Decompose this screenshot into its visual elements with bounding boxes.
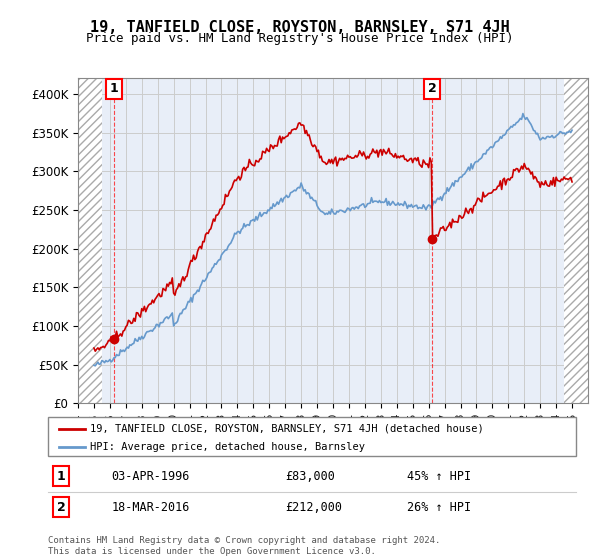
- Text: 2: 2: [57, 501, 65, 514]
- FancyBboxPatch shape: [48, 417, 576, 456]
- Text: £83,000: £83,000: [286, 470, 335, 483]
- Text: 19, TANFIELD CLOSE, ROYSTON, BARNSLEY, S71 4JH: 19, TANFIELD CLOSE, ROYSTON, BARNSLEY, S…: [90, 20, 510, 35]
- Text: 2: 2: [428, 82, 436, 95]
- Text: Price paid vs. HM Land Registry's House Price Index (HPI): Price paid vs. HM Land Registry's House …: [86, 32, 514, 45]
- Text: 19, TANFIELD CLOSE, ROYSTON, BARNSLEY, S71 4JH (detached house): 19, TANFIELD CLOSE, ROYSTON, BARNSLEY, S…: [90, 424, 484, 434]
- Text: 03-APR-1996: 03-APR-1996: [112, 470, 190, 483]
- Text: 26% ↑ HPI: 26% ↑ HPI: [407, 501, 471, 514]
- Bar: [78, 78, 102, 403]
- Bar: [564, 78, 588, 403]
- Text: HPI: Average price, detached house, Barnsley: HPI: Average price, detached house, Barn…: [90, 442, 365, 451]
- Text: 45% ↑ HPI: 45% ↑ HPI: [407, 470, 471, 483]
- Text: 1: 1: [57, 470, 65, 483]
- Text: Contains HM Land Registry data © Crown copyright and database right 2024.
This d: Contains HM Land Registry data © Crown c…: [48, 536, 440, 556]
- Text: £212,000: £212,000: [286, 501, 343, 514]
- Text: 18-MAR-2016: 18-MAR-2016: [112, 501, 190, 514]
- Text: 1: 1: [109, 82, 118, 95]
